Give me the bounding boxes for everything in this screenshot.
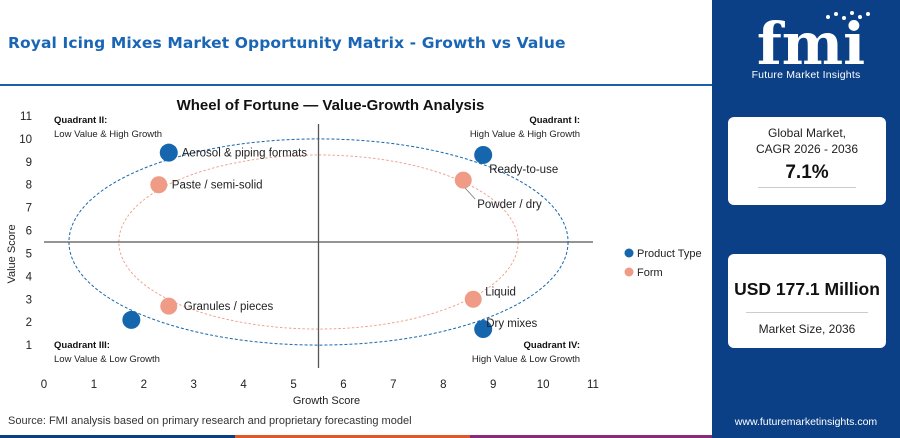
y-tick-label: 3 bbox=[26, 294, 32, 306]
quadrant-iv-title: Quadrant IV: bbox=[524, 340, 580, 351]
quadrant-i-title: Quadrant I: bbox=[529, 115, 580, 126]
legend-label: Form bbox=[637, 267, 663, 279]
page-title: Royal Icing Mixes Market Opportunity Mat… bbox=[8, 34, 566, 52]
x-tick-label: 1 bbox=[91, 379, 97, 391]
x-tick-label: 8 bbox=[440, 379, 446, 391]
y-tick-label: 4 bbox=[26, 271, 33, 283]
website-url: www.futuremarketinsights.com bbox=[734, 416, 878, 428]
powder-leader-line bbox=[464, 187, 476, 200]
chart-title: Wheel of Fortune — Value-Growth Analysis bbox=[177, 97, 485, 114]
x-tick-label: 10 bbox=[537, 379, 550, 391]
data-point bbox=[150, 176, 168, 194]
cagr-card-divider bbox=[758, 187, 856, 188]
x-tick-label: 11 bbox=[587, 379, 599, 391]
side-panel: fmi Future Market Insights Global Market… bbox=[712, 0, 900, 438]
opportunity-matrix-chart: Wheel of Fortune — Value-Growth Analysis… bbox=[6, 97, 702, 407]
y-tick-label: 9 bbox=[26, 157, 32, 169]
y-tick-label: 10 bbox=[19, 134, 32, 146]
market-size-card: USD 177.1 Million Market Size, 2036 bbox=[728, 254, 886, 348]
y-tick-label: 2 bbox=[26, 317, 32, 329]
fmi-logo: fmi bbox=[757, 10, 870, 78]
point-label: Dry mixes bbox=[486, 318, 537, 330]
quadrant-iii-description: Low Value & Low Growth bbox=[54, 354, 160, 365]
x-tick-label: 0 bbox=[41, 379, 47, 391]
quadrant-iv-description: High Value & Low Growth bbox=[472, 354, 580, 365]
title-bar: Royal Icing Mixes Market Opportunity Mat… bbox=[0, 0, 712, 86]
data-point bbox=[464, 290, 482, 308]
cagr-label: Global Market, CAGR 2026 - 2036 bbox=[728, 125, 886, 157]
data-point bbox=[454, 171, 472, 189]
data-point bbox=[160, 297, 178, 315]
chart-area: Wheel of Fortune — Value-Growth Analysis… bbox=[0, 88, 712, 413]
point-label: Ready-to-use bbox=[489, 164, 558, 176]
market-card-divider bbox=[746, 312, 868, 313]
y-tick-label: 8 bbox=[26, 180, 32, 192]
data-point bbox=[122, 310, 141, 329]
point-label: Granules / pieces bbox=[184, 301, 274, 313]
x-tick-label: 3 bbox=[191, 379, 197, 391]
quadrant-iii-title: Quadrant III: bbox=[54, 340, 110, 351]
legend-label: Product Type bbox=[637, 248, 702, 260]
quadrant-i-description: High Value & High Growth bbox=[470, 129, 580, 140]
data-point bbox=[474, 320, 493, 339]
x-tick-label: 4 bbox=[240, 379, 247, 391]
x-tick-label: 5 bbox=[290, 379, 296, 391]
market-size-label: Market Size, 2036 bbox=[758, 322, 856, 336]
logo-subtitle: Future Market Insights bbox=[751, 69, 861, 81]
source-note: Source: FMI analysis based on primary re… bbox=[8, 415, 412, 427]
point-label: Paste / semi-solid bbox=[172, 180, 263, 192]
x-tick-label: 7 bbox=[390, 379, 396, 391]
point-label: Powder / dry bbox=[477, 199, 542, 211]
y-tick-label: 6 bbox=[26, 226, 32, 238]
legend-marker bbox=[624, 267, 634, 277]
bottom-color-stripe bbox=[0, 435, 712, 438]
x-tick-label: 9 bbox=[490, 379, 496, 391]
logo-wordmark: fmi bbox=[757, 10, 865, 78]
cagr-label-line2: CAGR 2026 - 2036 bbox=[755, 142, 859, 156]
y-tick-label: 5 bbox=[26, 248, 32, 260]
y-tick-label: 11 bbox=[20, 111, 32, 123]
y-axis-label: Value Score bbox=[6, 224, 18, 283]
cagr-value: 7.1% bbox=[785, 162, 829, 183]
quadrant-ii-title: Quadrant II: bbox=[54, 115, 107, 126]
x-axis-label: Growth Score bbox=[293, 395, 360, 407]
point-label: Liquid bbox=[485, 286, 516, 298]
quadrant-ii-description: Low Value & High Growth bbox=[54, 129, 162, 140]
legend-marker bbox=[624, 248, 634, 258]
x-tick-label: 2 bbox=[141, 379, 147, 391]
data-point bbox=[159, 143, 178, 162]
x-tick-label: 6 bbox=[340, 379, 346, 391]
cagr-card: Global Market, CAGR 2026 - 2036 7.1% bbox=[728, 117, 886, 205]
cagr-label-line1: Global Market, bbox=[767, 126, 847, 140]
market-size-value: USD 177.1 Million bbox=[734, 279, 880, 299]
point-label: Aerosol & piping formats bbox=[182, 148, 308, 160]
y-tick-label: 1 bbox=[26, 340, 32, 352]
y-tick-label: 7 bbox=[26, 203, 32, 215]
title-divider bbox=[0, 84, 712, 86]
data-point bbox=[474, 145, 493, 164]
